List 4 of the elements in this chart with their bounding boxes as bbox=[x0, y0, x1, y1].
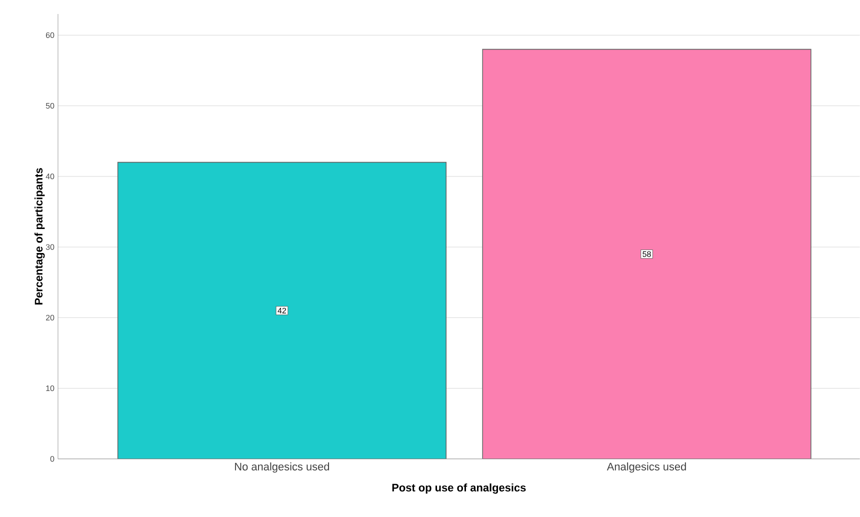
x-tick-label: Analgesics used bbox=[606, 462, 686, 473]
y-axis-title: Percentage of participants bbox=[34, 168, 45, 305]
x-tick-label: No analgesics used bbox=[235, 462, 330, 473]
x-axis-title: Post op use of analgesics bbox=[392, 484, 526, 494]
